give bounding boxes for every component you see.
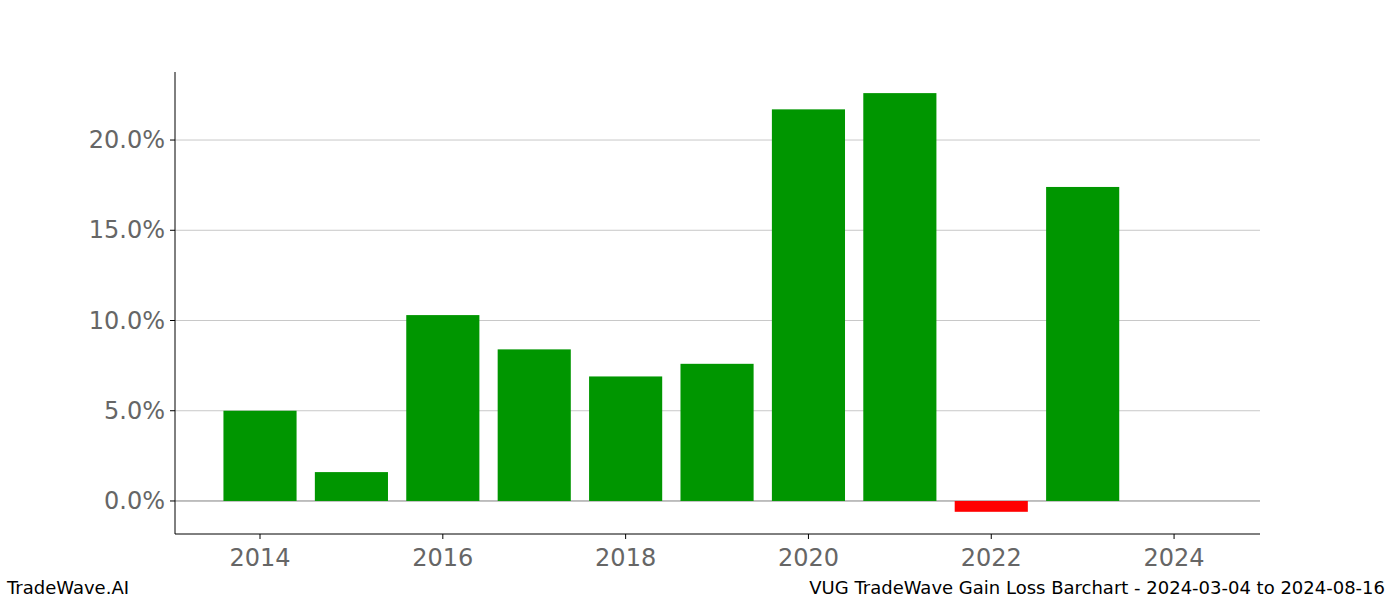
bar: [315, 472, 388, 501]
y-tick-label: 15.0%: [89, 216, 165, 244]
x-axis: [175, 534, 1260, 535]
bar: [498, 349, 571, 501]
x-tick: [260, 534, 261, 539]
y-tick: [170, 140, 175, 141]
y-tick: [170, 230, 175, 231]
bar: [1046, 187, 1119, 501]
chart: 0.0% 5.0% 10.0% 15.0% 20.0% 2014 2016 2018 2020 2…: [0, 0, 1400, 600]
x-tick: [442, 534, 443, 539]
y-tick: [170, 320, 175, 321]
x-tick-label: 2014: [229, 544, 290, 572]
x-tick: [625, 534, 626, 539]
bar: [955, 501, 1028, 512]
x-tick-label: 2020: [778, 544, 839, 572]
y-tick-label: 0.0%: [104, 487, 165, 515]
bar: [680, 364, 753, 501]
bar: [863, 93, 936, 501]
bar: [406, 315, 479, 501]
x-tick-label: 2018: [595, 544, 656, 572]
x-tick: [808, 534, 809, 539]
y-axis: [175, 72, 176, 534]
x-tick-label: 2022: [961, 544, 1022, 572]
x-tick: [991, 534, 992, 539]
bar: [589, 376, 662, 501]
title: VUG TradeWave Gain Loss Barchart - 2024-…: [809, 577, 1385, 598]
bar: [772, 109, 845, 501]
bars: [223, 93, 1119, 512]
grid-line: [175, 140, 1260, 141]
source: TradeWave.AI: [6, 577, 129, 598]
x-tick-label: 2024: [1144, 544, 1205, 572]
y-tick: [170, 410, 175, 411]
bar: [223, 411, 296, 501]
y-tick-label: 5.0%: [104, 397, 165, 425]
y-tick: [170, 500, 175, 501]
x-tick: [1174, 534, 1175, 539]
x-tick-label: 2016: [412, 544, 473, 572]
y-tick-label: 20.0%: [89, 126, 165, 154]
y-tick-label: 10.0%: [89, 307, 165, 335]
